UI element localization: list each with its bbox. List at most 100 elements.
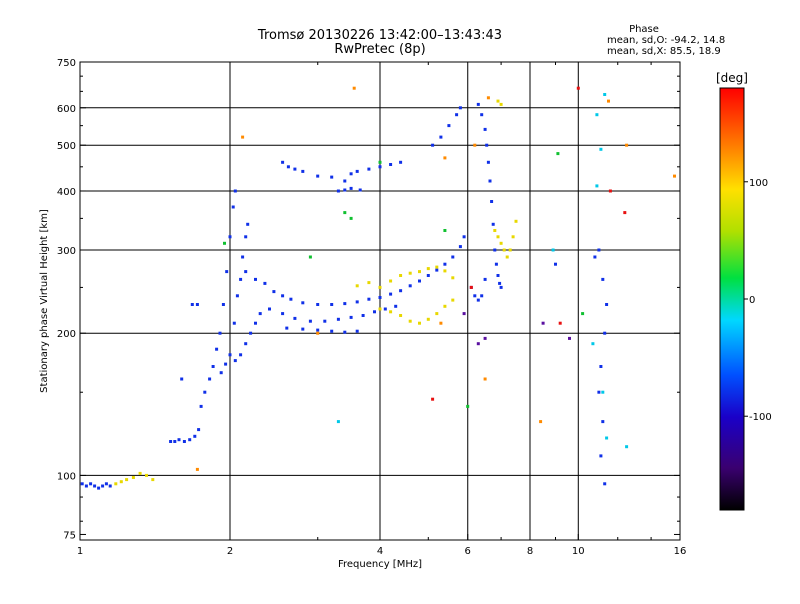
data-point-blue: [211, 365, 215, 368]
colorbar-unit: [deg]: [716, 71, 748, 85]
data-point-blue: [195, 303, 199, 306]
data-point-blue: [84, 484, 88, 488]
x-tick-label: 1: [77, 546, 83, 557]
data-point-blue: [593, 255, 597, 259]
data-point-orange: [539, 420, 543, 424]
chart-subtitle: RwPretec (8p): [334, 42, 425, 57]
data-point-blue: [476, 298, 480, 302]
data-point-yellow: [418, 321, 421, 325]
data-point-yellow: [443, 304, 447, 308]
data-point-blue: [316, 303, 320, 306]
data-point-blue: [281, 160, 285, 164]
data-point-yellow: [114, 482, 118, 486]
data-point-blue: [258, 312, 262, 316]
data-point-blue: [330, 303, 334, 306]
grid-lines: [80, 62, 680, 540]
data-point-blue: [349, 315, 353, 319]
data-point-yellow: [451, 276, 455, 280]
data-point-yellow: [443, 269, 447, 273]
data-point-blue: [225, 270, 229, 274]
chart-title: Tromsø 20130226 13:42:00–13:43:43: [257, 28, 502, 43]
data-point-blue: [281, 312, 285, 316]
axis-ticks: 1 2 4 6 8 10 16 75 100 200 300 400 500 600 750: [57, 58, 686, 557]
data-point-blue: [483, 127, 487, 131]
data-point-blue: [193, 434, 197, 438]
data-point-green: [343, 211, 347, 215]
data-point-blue: [358, 188, 362, 192]
data-point-yellow: [131, 476, 135, 479]
y-tick-label: 600: [57, 104, 76, 115]
data-point-blue: [190, 303, 194, 306]
data-point-blue: [455, 113, 459, 117]
data-point-orange: [473, 143, 477, 147]
data-point-blue: [254, 277, 257, 281]
data-point-blue: [447, 124, 451, 128]
data-point-blue: [224, 362, 228, 366]
data-point-yellow: [511, 235, 515, 239]
data-point-blue: [431, 143, 435, 147]
data-point-blue: [603, 482, 607, 486]
data-point-blue: [491, 222, 495, 226]
data-point-yellow: [496, 99, 500, 103]
data-point-blue: [316, 174, 320, 178]
data-point-orange: [316, 331, 320, 335]
data-point-blue: [203, 390, 207, 394]
data-point-blue: [228, 235, 232, 239]
data-point-yellow: [418, 270, 421, 274]
data-point-red: [608, 189, 612, 193]
x-tick-label: 8: [527, 546, 533, 557]
data-point-blue: [601, 277, 605, 281]
data-point-blue: [349, 172, 353, 176]
data-point-yellow: [502, 248, 506, 252]
data-point-yellow: [378, 285, 382, 289]
data-point-orange: [439, 321, 443, 325]
data-point-cyan: [625, 445, 629, 449]
data-point-red: [469, 285, 473, 289]
data-point-blue: [330, 329, 334, 333]
data-point-yellow: [408, 271, 412, 275]
colorbar-tick-label: 0: [749, 295, 755, 306]
data-point-blue: [244, 270, 248, 274]
data-point-green: [556, 152, 560, 156]
data-point-blue: [462, 235, 466, 239]
data-point-blue: [316, 328, 320, 332]
data-point-blue: [499, 285, 503, 289]
data-point-blue: [599, 454, 603, 458]
data-point-yellow: [389, 310, 393, 314]
data-point-blue: [323, 319, 327, 323]
data-point-cyan: [605, 436, 609, 440]
x-tick-label: 10: [572, 546, 585, 557]
data-point-blue: [301, 301, 305, 305]
data-point-blue: [480, 113, 484, 117]
data-point-blue: [367, 167, 371, 171]
x-tick-label: 6: [465, 546, 471, 557]
data-point-cyan: [591, 342, 595, 346]
data-point-blue: [285, 326, 289, 330]
data-point-blue: [458, 245, 462, 249]
y-tick-label: 400: [57, 187, 76, 198]
data-point-blue: [378, 296, 382, 299]
data-point-blue: [336, 317, 340, 321]
data-point-cyan: [551, 248, 555, 252]
data-point-yellow: [125, 478, 129, 482]
data-point-orange: [352, 86, 356, 90]
data-point-blue: [554, 262, 557, 266]
data-point-yellow: [367, 281, 371, 285]
data-point-blue: [496, 274, 500, 277]
data-point-yellow: [151, 478, 155, 482]
data-point-orange: [195, 467, 199, 471]
data-point-blue: [93, 484, 97, 488]
data-point-yellow: [145, 473, 148, 477]
data-point-yellow: [119, 480, 123, 484]
data-point-blue: [343, 330, 347, 334]
data-point-blue: [293, 316, 297, 320]
data-point-yellow: [138, 471, 142, 475]
y-tick-label: 75: [63, 530, 76, 541]
data-point-blue: [605, 303, 609, 306]
data-point-blue: [197, 428, 201, 432]
data-point-blue: [458, 106, 462, 110]
data-point-purple: [568, 336, 571, 340]
data-point-blue: [373, 310, 376, 314]
data-point-blue: [336, 189, 340, 193]
